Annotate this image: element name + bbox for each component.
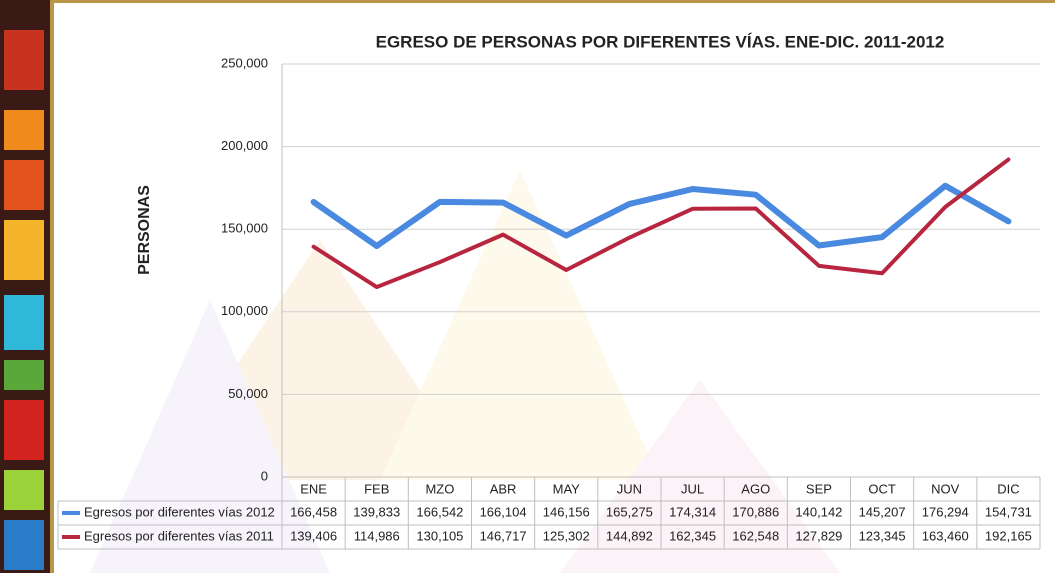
x-tick-label: DIC <box>997 481 1019 496</box>
table-value: 166,458 <box>290 504 337 519</box>
table-value: 176,294 <box>922 504 969 519</box>
table-value: 174,314 <box>669 504 716 519</box>
table-value: 154,731 <box>985 504 1032 519</box>
y-tick-label: 200,000 <box>221 138 268 153</box>
table-value: 125,302 <box>543 528 590 543</box>
table-value: 162,345 <box>669 528 716 543</box>
x-tick-label: MZO <box>425 481 454 496</box>
series-line <box>310 182 1012 249</box>
table-value: 139,406 <box>290 528 337 543</box>
x-tick-label: ENE <box>300 481 327 496</box>
x-tick-label: MAY <box>553 481 581 496</box>
table-value: 127,829 <box>795 528 842 543</box>
y-tick-label: 0 <box>261 468 268 483</box>
table-value: 146,717 <box>480 528 527 543</box>
table-value: 114,986 <box>354 528 400 543</box>
series-line <box>311 157 1011 290</box>
table-value: 162,548 <box>732 528 779 543</box>
x-tick-label: AGO <box>741 481 770 496</box>
table-value: 144,892 <box>606 528 653 543</box>
x-tick-label: ABR <box>490 481 517 496</box>
y-tick-label: 250,000 <box>221 55 268 70</box>
y-tick-label: 50,000 <box>228 386 268 401</box>
y-tick-label: 100,000 <box>221 303 268 318</box>
table-value: 139,833 <box>353 504 400 519</box>
table-value: 170,886 <box>732 504 779 519</box>
table-value: 163,460 <box>922 528 969 543</box>
table-value: 192,165 <box>985 528 1032 543</box>
y-tick-label: 150,000 <box>221 221 268 236</box>
table-value: 166,104 <box>480 504 527 519</box>
x-tick-label: OCT <box>868 481 896 496</box>
chart-title: EGRESO DE PERSONAS POR DIFERENTES VÍAS. … <box>376 32 945 51</box>
x-tick-label: SEP <box>806 481 832 496</box>
legend-label: Egresos por diferentes vías 2012 <box>84 504 275 519</box>
table-value: 166,542 <box>416 504 463 519</box>
table-value: 165,275 <box>606 504 653 519</box>
x-tick-label: FEB <box>364 481 389 496</box>
table-value: 130,105 <box>416 528 463 543</box>
table-value: 140,142 <box>795 504 842 519</box>
y-axis-label: PERSONAS <box>136 185 153 275</box>
legend-label: Egresos por diferentes vías 2011 <box>84 528 274 543</box>
table-value: 145,207 <box>859 504 906 519</box>
x-tick-label: JUL <box>681 481 704 496</box>
x-tick-label: JUN <box>617 481 642 496</box>
table-value: 146,156 <box>543 504 590 519</box>
x-tick-label: NOV <box>931 481 960 496</box>
table-value: 123,345 <box>859 528 906 543</box>
